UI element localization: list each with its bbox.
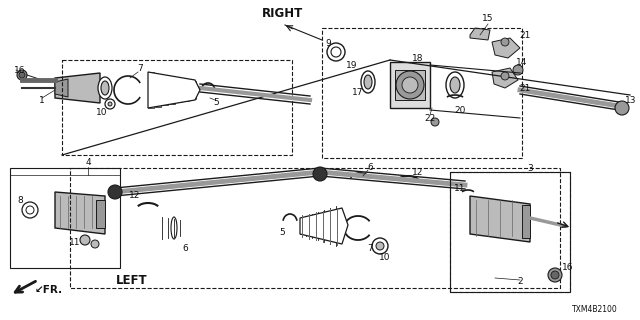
Polygon shape bbox=[55, 79, 68, 97]
Circle shape bbox=[396, 71, 424, 99]
Text: RIGHT: RIGHT bbox=[262, 6, 303, 20]
Polygon shape bbox=[148, 72, 200, 108]
Bar bbox=[148, 72, 154, 108]
Text: 18: 18 bbox=[412, 53, 424, 62]
Text: 11: 11 bbox=[454, 183, 466, 193]
Ellipse shape bbox=[450, 77, 460, 93]
Bar bbox=[162, 75, 168, 105]
Text: 12: 12 bbox=[412, 167, 424, 177]
Polygon shape bbox=[390, 62, 430, 108]
Circle shape bbox=[615, 101, 629, 115]
Text: TXM4B2100: TXM4B2100 bbox=[572, 306, 618, 315]
Ellipse shape bbox=[446, 72, 464, 98]
Bar bbox=[450, 172, 570, 292]
Circle shape bbox=[313, 167, 327, 181]
Polygon shape bbox=[492, 38, 520, 58]
Text: 20: 20 bbox=[454, 106, 466, 115]
Text: LEFT: LEFT bbox=[116, 274, 148, 286]
Circle shape bbox=[431, 118, 439, 126]
Polygon shape bbox=[470, 196, 530, 242]
Polygon shape bbox=[470, 28, 490, 40]
Text: 22: 22 bbox=[424, 114, 436, 123]
Polygon shape bbox=[492, 68, 518, 88]
Bar bbox=[183, 79, 189, 100]
Text: 10: 10 bbox=[96, 108, 108, 116]
Text: 7: 7 bbox=[137, 63, 143, 73]
Text: 7: 7 bbox=[367, 244, 373, 252]
Text: 5: 5 bbox=[213, 98, 219, 107]
Circle shape bbox=[22, 202, 38, 218]
Text: 17: 17 bbox=[352, 87, 364, 97]
Circle shape bbox=[108, 102, 112, 106]
Polygon shape bbox=[55, 192, 105, 234]
Circle shape bbox=[372, 238, 388, 254]
Circle shape bbox=[548, 268, 562, 282]
Bar bbox=[450, 172, 570, 292]
Bar bbox=[322, 28, 522, 158]
Text: 5: 5 bbox=[279, 228, 285, 236]
Text: ↙FR.: ↙FR. bbox=[35, 285, 63, 295]
Text: 14: 14 bbox=[516, 58, 528, 67]
Ellipse shape bbox=[361, 71, 375, 93]
Text: 3: 3 bbox=[527, 164, 533, 172]
Circle shape bbox=[402, 77, 418, 93]
Bar bbox=[62, 60, 292, 155]
Ellipse shape bbox=[101, 81, 109, 95]
Polygon shape bbox=[55, 73, 100, 103]
Circle shape bbox=[327, 43, 345, 61]
Text: 9: 9 bbox=[325, 38, 331, 47]
Bar bbox=[169, 76, 175, 103]
Text: 1: 1 bbox=[39, 95, 45, 105]
Text: 2: 2 bbox=[517, 277, 523, 286]
Text: 6: 6 bbox=[367, 163, 373, 172]
Circle shape bbox=[91, 240, 99, 248]
Bar bbox=[70, 168, 560, 288]
Text: 4: 4 bbox=[85, 157, 91, 166]
Ellipse shape bbox=[171, 217, 177, 239]
Text: 19: 19 bbox=[346, 60, 358, 69]
Text: 13: 13 bbox=[625, 95, 637, 105]
Circle shape bbox=[80, 235, 90, 245]
Circle shape bbox=[513, 65, 523, 75]
Text: 16: 16 bbox=[14, 66, 26, 75]
Text: 8: 8 bbox=[17, 196, 23, 204]
Text: 6: 6 bbox=[182, 244, 188, 252]
Circle shape bbox=[501, 38, 509, 46]
Circle shape bbox=[551, 271, 559, 279]
Bar bbox=[10, 168, 120, 268]
Text: 21: 21 bbox=[519, 30, 531, 39]
Circle shape bbox=[105, 99, 115, 109]
Bar bbox=[190, 81, 196, 99]
Text: 12: 12 bbox=[129, 190, 141, 199]
Circle shape bbox=[331, 47, 341, 57]
Ellipse shape bbox=[364, 75, 372, 89]
Text: 21: 21 bbox=[519, 84, 531, 92]
Bar bbox=[155, 74, 161, 107]
Circle shape bbox=[108, 185, 122, 199]
Circle shape bbox=[501, 72, 509, 80]
Polygon shape bbox=[395, 70, 425, 100]
Polygon shape bbox=[96, 200, 105, 228]
Text: 16: 16 bbox=[562, 263, 573, 273]
Polygon shape bbox=[522, 205, 530, 238]
Circle shape bbox=[376, 242, 384, 250]
Polygon shape bbox=[300, 208, 348, 244]
Ellipse shape bbox=[98, 77, 112, 99]
Text: 11: 11 bbox=[69, 237, 81, 246]
Text: 15: 15 bbox=[483, 13, 493, 22]
Circle shape bbox=[19, 72, 25, 78]
Circle shape bbox=[26, 206, 34, 214]
Circle shape bbox=[17, 70, 27, 80]
Text: 10: 10 bbox=[380, 252, 391, 261]
Bar bbox=[176, 78, 182, 102]
